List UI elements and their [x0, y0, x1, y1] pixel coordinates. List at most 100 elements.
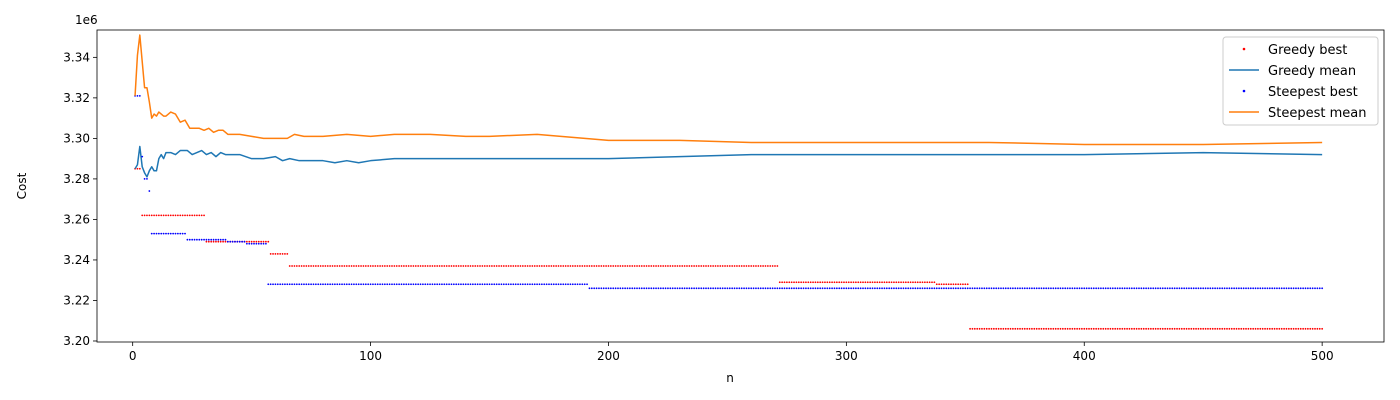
- data-point: [331, 265, 334, 267]
- data-point: [1169, 287, 1171, 290]
- data-point: [833, 287, 836, 290]
- data-point: [1221, 327, 1224, 330]
- data-point: [945, 287, 948, 290]
- legend-swatch-steepest-best: [1242, 89, 1246, 93]
- data-point: [628, 287, 631, 290]
- data-point: [1278, 287, 1281, 290]
- legend: Greedy best Greedy mean Steepest best St…: [1222, 36, 1379, 126]
- data-point: [636, 287, 638, 290]
- data-point: [1321, 287, 1324, 290]
- data-point: [840, 287, 843, 290]
- data-point: [300, 265, 303, 267]
- data-point: [973, 287, 976, 290]
- data-point: [693, 265, 696, 267]
- data-point: [383, 283, 386, 286]
- data-point: [797, 281, 800, 284]
- data-point: [757, 265, 760, 267]
- data-point: [981, 287, 983, 290]
- data-point: [926, 287, 929, 290]
- data-point: [1026, 287, 1029, 290]
- data-point: [388, 265, 391, 267]
- data-point: [514, 265, 517, 267]
- data-point: [536, 265, 538, 267]
- data-point: [207, 238, 210, 241]
- data-point: [562, 283, 565, 286]
- data-point: [664, 287, 667, 290]
- series-steepest-mean: [134, 34, 1323, 146]
- data-point: [324, 265, 327, 267]
- data-point: [1142, 327, 1145, 330]
- data-point: [1237, 287, 1240, 290]
- data-point: [160, 214, 163, 217]
- data-point: [464, 265, 467, 267]
- data-point: [493, 283, 496, 286]
- data-point: [766, 265, 769, 267]
- data-point: [655, 287, 657, 290]
- data-point: [1309, 327, 1312, 330]
- data-point: [443, 283, 446, 286]
- data-point: [1073, 287, 1076, 290]
- y-tick-label: 3.32: [63, 91, 90, 105]
- data-point: [971, 327, 974, 330]
- data-point: [312, 283, 315, 286]
- data-point: [621, 287, 624, 290]
- data-point: [452, 265, 455, 267]
- data-point: [1059, 327, 1062, 330]
- data-point: [1102, 287, 1105, 290]
- data-point: [395, 265, 398, 267]
- data-point: [705, 287, 707, 290]
- data-point: [402, 265, 405, 267]
- data-point: [1011, 327, 1014, 330]
- data-point: [1306, 287, 1309, 290]
- data-point: [1023, 327, 1026, 330]
- data-point: [719, 265, 722, 267]
- y-axis-ticks: 3.20 3.22 3.24 3.26 3.28 3.30 3.32 3.34: [63, 50, 97, 348]
- legend-label-steepest-mean: Steepest mean: [1268, 106, 1366, 121]
- data-point: [626, 265, 629, 267]
- data-point: [598, 265, 600, 267]
- data-point: [462, 283, 465, 286]
- data-point: [783, 287, 786, 290]
- data-point: [897, 287, 900, 290]
- data-point: [973, 327, 976, 330]
- data-point: [824, 287, 826, 290]
- data-point: [224, 238, 227, 241]
- data-point: [293, 283, 296, 286]
- data-point: [938, 287, 941, 290]
- data-point: [902, 281, 905, 284]
- data-point: [529, 283, 531, 286]
- data-point: [479, 265, 481, 267]
- data-point: [709, 265, 712, 267]
- data-point: [876, 281, 879, 284]
- data-point: [1302, 327, 1305, 330]
- data-point: [602, 287, 605, 290]
- data-point: [854, 287, 857, 290]
- data-point: [274, 252, 277, 255]
- data-point: [1047, 287, 1050, 290]
- data-point: [1092, 287, 1095, 290]
- data-point: [267, 240, 270, 243]
- data-point: [1302, 287, 1305, 290]
- data-point: [871, 287, 874, 290]
- data-point: [793, 281, 795, 284]
- data-point: [802, 287, 805, 290]
- data-point: [317, 265, 320, 267]
- data-point: [771, 287, 774, 290]
- data-point: [595, 265, 598, 267]
- data-point: [1314, 287, 1316, 290]
- data-point: [1054, 287, 1057, 290]
- data-point: [429, 265, 431, 267]
- data-point: [1119, 327, 1121, 330]
- data-point: [314, 265, 317, 267]
- data-point: [348, 265, 351, 267]
- data-point: [1249, 287, 1252, 290]
- data-point: [502, 283, 505, 286]
- x-tick-label: 300: [835, 349, 858, 363]
- data-point: [1259, 327, 1262, 330]
- data-point: [1073, 327, 1076, 330]
- data-point: [531, 283, 534, 286]
- data-point: [733, 265, 736, 267]
- data-point: [793, 287, 795, 290]
- data-point: [355, 283, 358, 286]
- data-point: [1078, 327, 1081, 330]
